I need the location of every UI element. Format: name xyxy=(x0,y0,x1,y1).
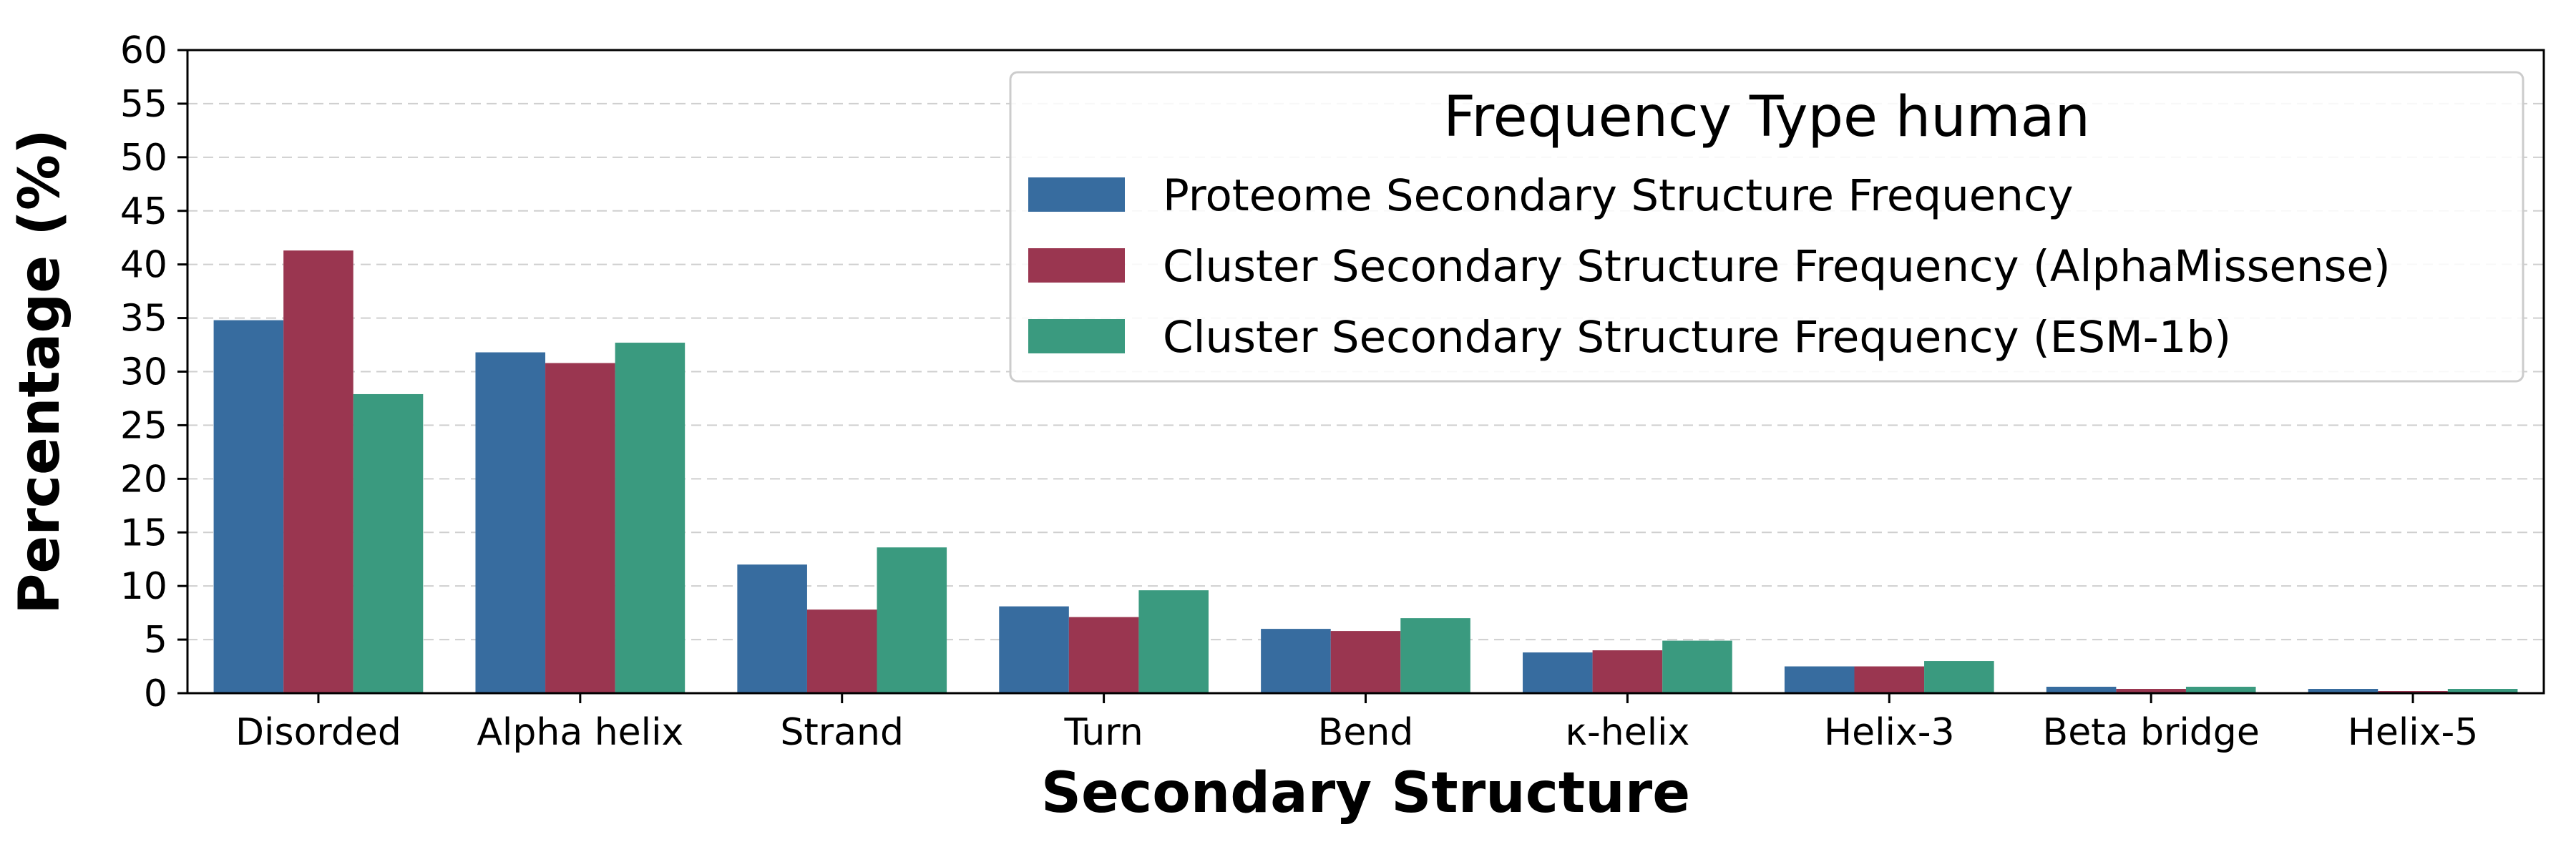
bar-2-8 xyxy=(2116,689,2186,693)
x-tick-label: Bend xyxy=(1318,711,1414,754)
bar-3-7 xyxy=(1924,661,1994,693)
bar-2-4 xyxy=(1068,617,1139,693)
y-tick-label: 20 xyxy=(120,458,167,501)
bar-3-9 xyxy=(2447,689,2518,693)
bars xyxy=(213,250,2518,694)
x-tick-label: κ-helix xyxy=(1565,711,1689,754)
bar-1-3 xyxy=(737,564,807,693)
bar-3-4 xyxy=(1138,590,1209,693)
legend: Frequency Type human Proteome Secondary … xyxy=(1009,71,2524,383)
x-tick-label: Turn xyxy=(1063,711,1143,754)
y-tick-label: 50 xyxy=(120,137,167,180)
bar-1-8 xyxy=(2046,687,2117,693)
bar-1-4 xyxy=(999,606,1069,693)
bar-3-2 xyxy=(615,343,686,693)
y-tick-label: 0 xyxy=(144,672,167,715)
y-tick-label: 35 xyxy=(120,298,167,341)
y-axis: 0 5 10 15 20 25 30 35 40 45 50 55 60 xyxy=(120,29,187,715)
x-tick-label: Strand xyxy=(780,711,904,754)
x-tick-label: Disorded xyxy=(235,711,401,754)
bar-3-1 xyxy=(353,393,424,693)
y-tick-label: 30 xyxy=(120,351,167,394)
bar-1-1 xyxy=(213,320,284,694)
bar-2-1 xyxy=(283,250,353,693)
legend-swatch-3 xyxy=(1028,319,1125,353)
bar-2-6 xyxy=(1592,650,1663,693)
legend-swatch-2 xyxy=(1028,248,1125,283)
bar-1-2 xyxy=(475,352,546,693)
bar-1-6 xyxy=(1523,652,1593,693)
bar-2-5 xyxy=(1330,631,1401,693)
bar-2-3 xyxy=(806,609,877,693)
y-tick-label: 45 xyxy=(120,190,167,233)
y-axis-label: Percentage (%) xyxy=(8,129,72,614)
y-tick-label: 15 xyxy=(120,511,167,554)
legend-title: Frequency Type human xyxy=(1443,85,2090,150)
x-tick-label: Alpha helix xyxy=(477,711,683,754)
bar-1-7 xyxy=(1784,666,1855,693)
bar-2-2 xyxy=(545,363,615,693)
legend-items: Proteome Secondary Structure Frequency Cl… xyxy=(1028,170,2391,363)
x-axis-label: Secondary Structure xyxy=(1041,761,1690,826)
x-axis: Disorded Alpha helix Strand Turn Bend κ-helix… xyxy=(235,693,2478,754)
legend-label-1: Proteome Secondary Structure Frequency xyxy=(1163,170,2074,221)
bar-1-5 xyxy=(1261,629,1331,693)
x-tick-label: Beta bridge xyxy=(2043,711,2260,754)
bar-3-5 xyxy=(1400,618,1470,693)
y-tick-label: 40 xyxy=(120,244,167,287)
y-tick-label: 5 xyxy=(144,619,167,662)
x-tick-label: Helix-5 xyxy=(2348,711,2479,754)
x-tick-label: Helix-3 xyxy=(1824,711,1955,754)
y-tick-label: 10 xyxy=(120,565,167,608)
bar-1-9 xyxy=(2308,689,2379,693)
legend-box xyxy=(1009,71,2524,383)
y-tick-label: 25 xyxy=(120,404,167,447)
legend-label-3: Cluster Secondary Structure Frequency (E… xyxy=(1163,312,2231,363)
y-tick-label: 55 xyxy=(120,83,167,126)
y-tick-label: 60 xyxy=(120,29,167,72)
bar-3-8 xyxy=(2185,687,2256,693)
legend-swatch-1 xyxy=(1028,177,1125,212)
legend-label-2: Cluster Secondary Structure Frequency (A… xyxy=(1163,241,2391,292)
bar-3-3 xyxy=(877,547,947,693)
bar-3-6 xyxy=(1662,640,1732,693)
bar-2-7 xyxy=(1854,666,1925,693)
